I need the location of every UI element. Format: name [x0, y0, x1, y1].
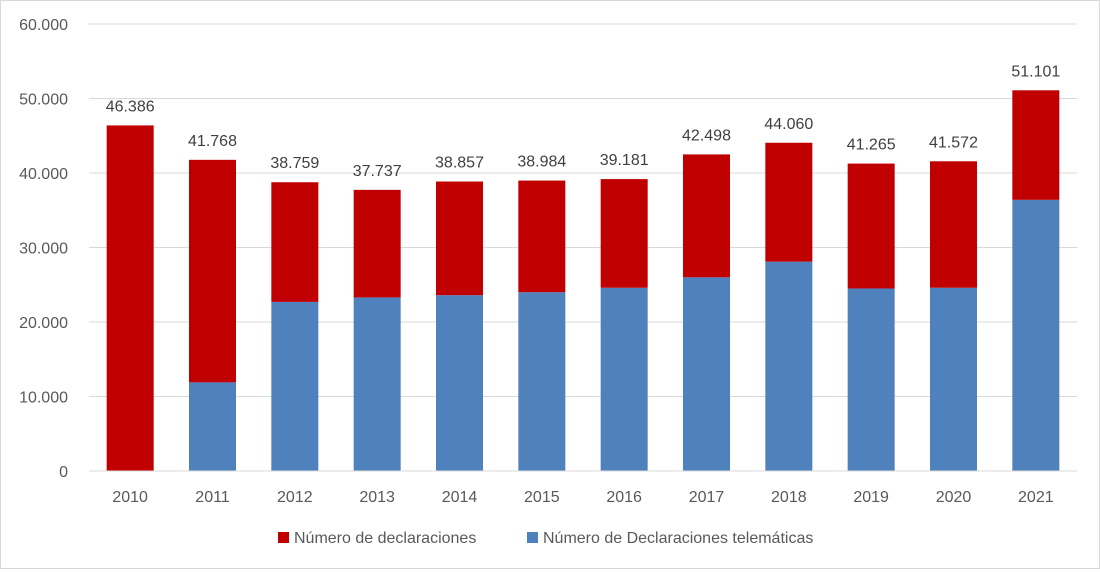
y-tick-label: 10.000: [19, 390, 68, 407]
bar-segment-declaraciones-2011: [189, 159, 236, 383]
x-tick-label: 2014: [442, 489, 478, 506]
total-label-2019: 41.265: [847, 137, 896, 154]
bar-segment-declaraciones-2016: [600, 179, 648, 288]
bar-segment-telematicas-2021: [1012, 199, 1060, 471]
bar-segment-telematicas-2014: [436, 295, 483, 471]
y-tick-label: 50.000: [19, 92, 68, 109]
total-label-2012: 38.759: [270, 155, 319, 172]
total-label-2020: 41.572: [929, 134, 978, 151]
x-tick-label: 2021: [1018, 489, 1054, 506]
legend-label: Número de declaraciones: [294, 530, 476, 547]
y-tick-label: 20.000: [19, 315, 68, 332]
total-label-2013: 37.737: [353, 163, 402, 180]
bar-segment-telematicas-2017: [683, 277, 730, 471]
bar-segment-declaraciones-2017: [683, 154, 730, 278]
y-axis-tick-labels: 0 10.000 20.000 30.000 40.000 50.000 60.000: [19, 17, 68, 481]
bar-segment-declaraciones-2012: [271, 182, 319, 302]
gridlines: [89, 23, 1077, 397]
bar-segment-telematicas-2016: [600, 287, 648, 471]
bar-segment-telematicas-2019: [847, 288, 895, 471]
bar-segment-declaraciones-2018: [765, 142, 813, 262]
total-label-2021: 51.101: [1011, 63, 1060, 80]
bar-segment-declaraciones-2021: [1012, 90, 1060, 200]
x-tick-label: 2010: [112, 489, 148, 506]
total-label-2018: 44.060: [764, 116, 813, 133]
x-tick-label: 2017: [689, 489, 725, 506]
total-label-2014: 38.857: [435, 155, 484, 172]
y-tick-label: 60.000: [19, 17, 68, 34]
total-label-2015: 38.984: [517, 154, 566, 171]
bar-segment-telematicas-2013: [353, 297, 401, 471]
bar-segment-telematicas-2012: [271, 301, 319, 471]
x-tick-label: 2016: [606, 489, 642, 506]
total-label-2011: 41.768: [188, 133, 237, 150]
bar-segment-declaraciones-2015: [518, 180, 566, 293]
y-tick-label: 0: [59, 464, 68, 481]
bar-segment-declaraciones-2010: [106, 125, 154, 471]
y-tick-label: 30.000: [19, 241, 68, 258]
x-tick-label: 2020: [936, 489, 972, 506]
legend-swatch: [527, 532, 538, 543]
legend: Número de declaraciones Número de Declara…: [278, 530, 813, 547]
bar-segment-telematicas-2015: [518, 292, 566, 471]
bar-segment-declaraciones-2014: [436, 181, 483, 296]
bar-segment-declaraciones-2013: [353, 189, 401, 298]
x-tick-label: 2012: [277, 489, 313, 506]
legend-label: Número de Declaraciones telemáticas: [543, 530, 813, 547]
x-axis-tick-labels: 2010 2011 2012 2013 2014 2015 2016 2017 2018 2019…: [112, 489, 1053, 506]
bar-segment-declaraciones-2020: [930, 161, 977, 288]
bar-segment-telematicas-2011: [189, 382, 236, 471]
bars: [106, 90, 1060, 471]
y-tick-label: 40.000: [19, 166, 68, 183]
x-tick-label: 2013: [359, 489, 395, 506]
x-tick-label: 2011: [195, 489, 230, 506]
data-labels: 46.386 41.768 38.759 37.737 38.857 38.984 39.1…: [106, 63, 1061, 180]
total-label-2016: 39.181: [600, 152, 649, 169]
bar-segment-telematicas-2018: [765, 261, 813, 471]
x-tick-label: 2019: [853, 489, 889, 506]
total-label-2010: 46.386: [106, 98, 155, 115]
legend-swatch: [278, 532, 289, 543]
x-tick-label: 2018: [771, 489, 807, 506]
bar-segment-telematicas-2020: [930, 287, 977, 471]
bar-segment-declaraciones-2019: [847, 163, 895, 289]
total-label-2017: 42.498: [682, 127, 731, 144]
x-tick-label: 2015: [524, 489, 560, 506]
